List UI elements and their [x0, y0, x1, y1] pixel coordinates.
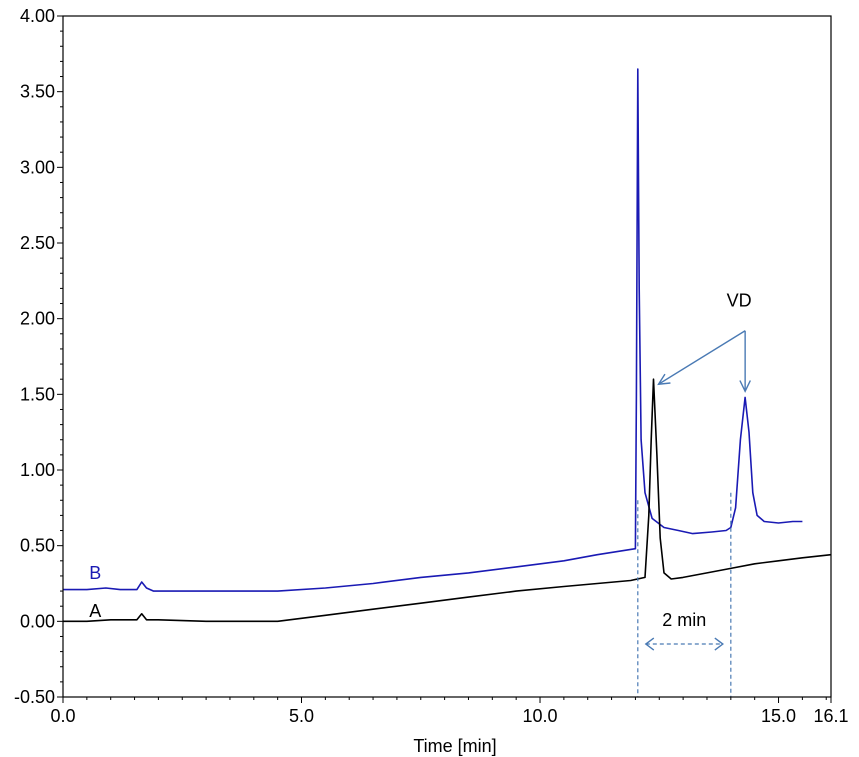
x-tick-label: 15.0: [761, 706, 796, 726]
series-b-line: [63, 68, 803, 592]
series-a-label: A: [89, 601, 101, 621]
x-axis-title: Time [min]: [413, 736, 496, 756]
y-tick-label: 3.50: [20, 82, 55, 102]
span-arrowhead-right: [714, 637, 724, 651]
y-tick-label: 1.50: [20, 384, 55, 404]
series-a-line: [63, 378, 832, 623]
x-tick-label: 16.1: [813, 706, 848, 726]
axis-ticks-layer: -0.50 0.00 0.50 1.00 1.50 2.00 2.50 3.00 3.50 4.0…: [14, 6, 849, 726]
plot-frame: [62, 15, 832, 698]
vd-arrow-peak-b-head: [739, 380, 751, 393]
series-layer: [63, 68, 832, 623]
span-arrowhead-left: [644, 637, 655, 651]
vd-arrow-peak-a-head: [657, 373, 671, 386]
y-tick-label: 4.00: [20, 6, 55, 26]
y-tick-label: 0.00: [20, 611, 55, 631]
y-tick-label: 3.00: [20, 157, 55, 177]
series-b-label: B: [89, 563, 101, 583]
x-tick-label: 10.0: [522, 706, 557, 726]
x-tick-label: 5.0: [289, 706, 314, 726]
vd-annotation-label: VD: [727, 291, 752, 311]
annotation-layer: [637, 330, 751, 697]
y-tick-label: 1.00: [20, 460, 55, 480]
y-tick-label: 0.50: [20, 536, 55, 556]
x-tick-label: 0.0: [50, 706, 75, 726]
y-tick-label: 2.00: [20, 309, 55, 329]
y-tick-label: -0.50: [14, 687, 55, 707]
vd-arrow-peak-a: [658, 330, 746, 385]
y-tick-label: 2.50: [20, 233, 55, 253]
two-min-span-label: 2 min: [662, 610, 706, 630]
